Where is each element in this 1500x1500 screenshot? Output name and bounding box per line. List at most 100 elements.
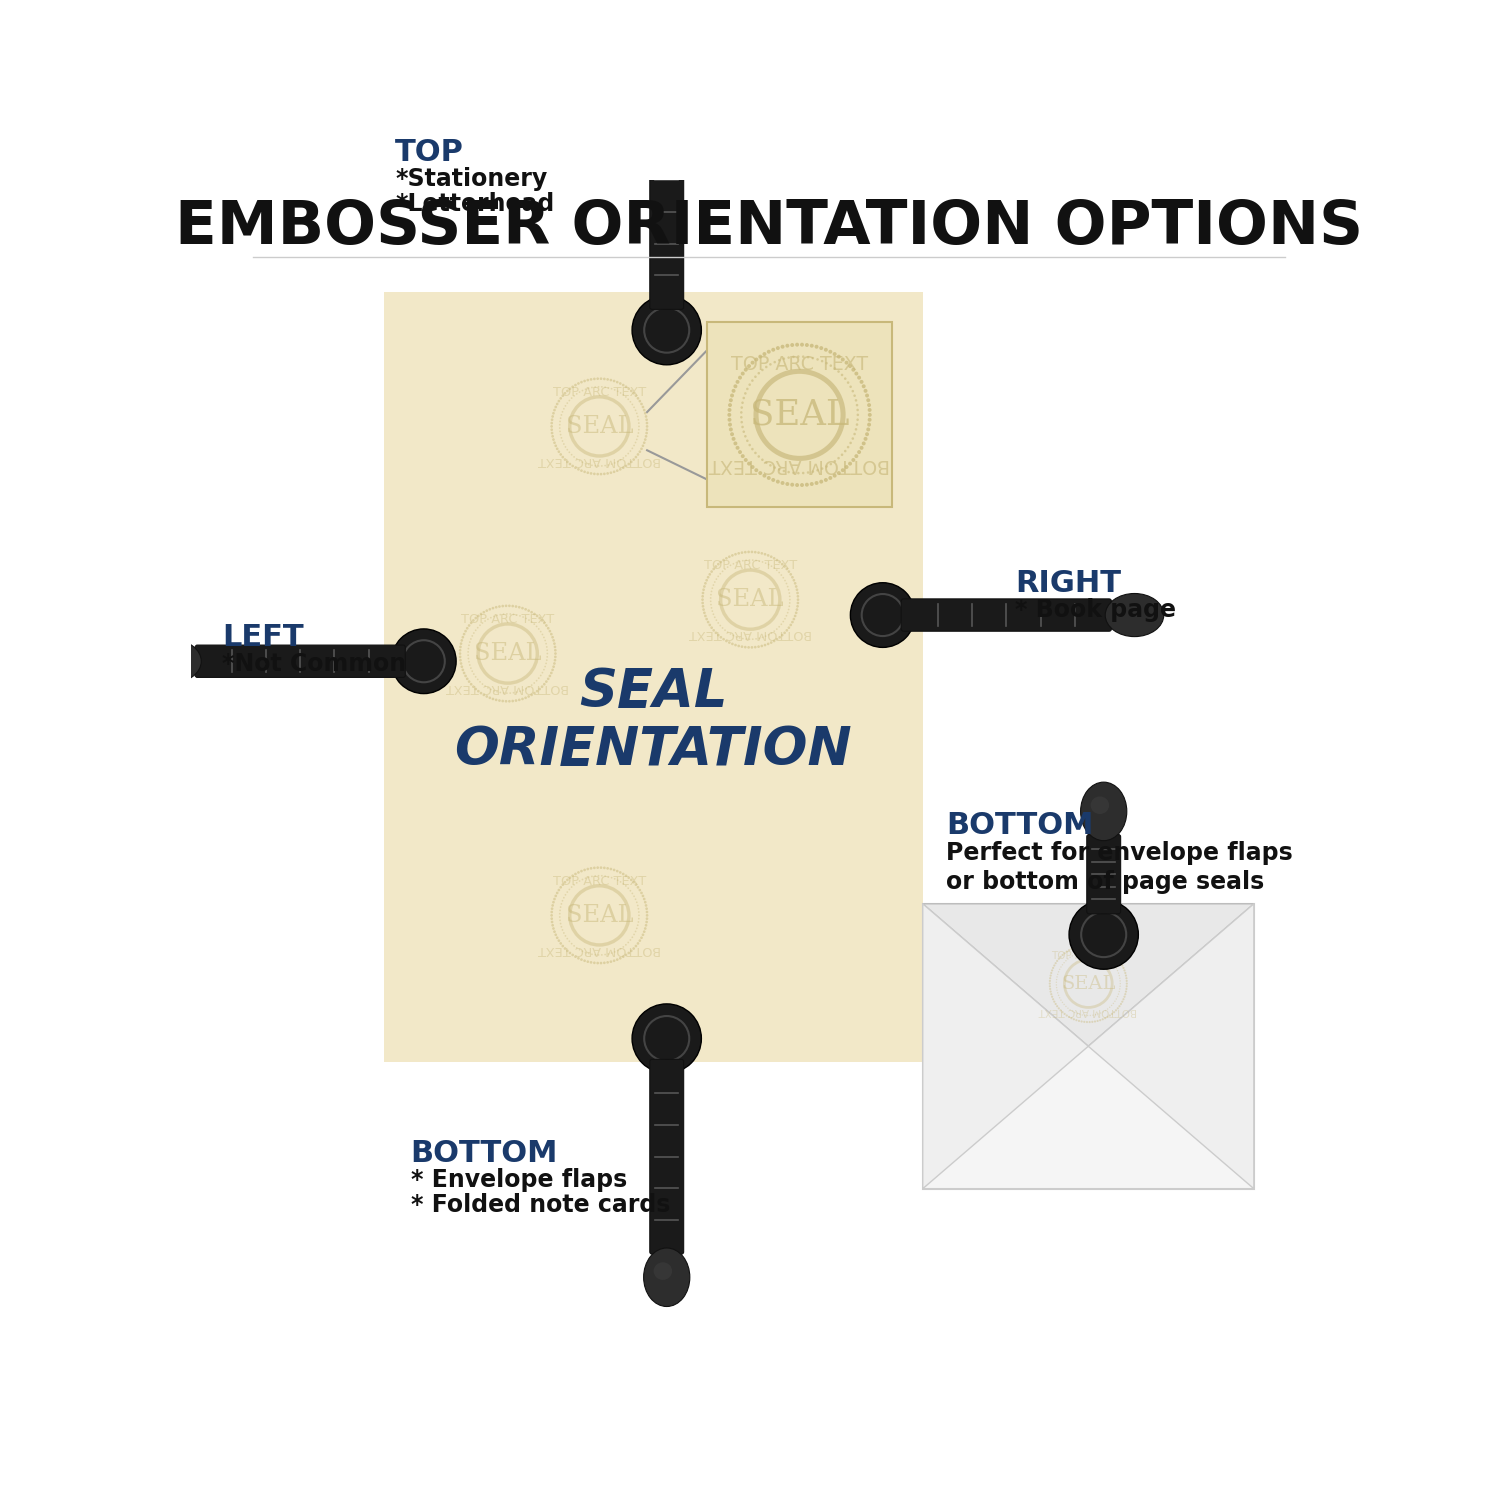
Circle shape	[476, 630, 477, 632]
Circle shape	[728, 555, 730, 558]
Circle shape	[468, 645, 470, 646]
Circle shape	[477, 678, 478, 681]
Circle shape	[1048, 988, 1052, 990]
Circle shape	[747, 364, 752, 368]
Circle shape	[582, 390, 584, 392]
Circle shape	[742, 560, 744, 561]
Circle shape	[470, 664, 471, 666]
Circle shape	[634, 410, 636, 411]
Circle shape	[566, 460, 568, 464]
Circle shape	[534, 622, 536, 626]
Circle shape	[1083, 944, 1086, 946]
Circle shape	[717, 622, 718, 624]
Circle shape	[462, 636, 464, 639]
Circle shape	[578, 871, 580, 874]
Circle shape	[632, 892, 633, 894]
Circle shape	[780, 574, 782, 576]
Circle shape	[483, 693, 484, 696]
Text: BOTTOM ARC TEXT: BOTTOM ARC TEXT	[710, 454, 890, 474]
Circle shape	[1120, 964, 1124, 966]
Circle shape	[616, 958, 618, 962]
Circle shape	[1050, 990, 1052, 993]
Circle shape	[620, 392, 621, 394]
Circle shape	[630, 879, 633, 880]
Circle shape	[742, 638, 744, 639]
Circle shape	[597, 386, 600, 387]
Circle shape	[558, 400, 560, 402]
Circle shape	[532, 612, 536, 615]
Circle shape	[645, 904, 648, 908]
Circle shape	[459, 645, 462, 648]
Circle shape	[1052, 969, 1053, 972]
Circle shape	[741, 372, 744, 375]
Text: BOTTOM: BOTTOM	[411, 1138, 558, 1167]
Circle shape	[597, 954, 600, 956]
Circle shape	[585, 878, 586, 879]
Circle shape	[630, 890, 632, 891]
Circle shape	[828, 476, 833, 480]
Circle shape	[1125, 982, 1128, 984]
Circle shape	[552, 435, 554, 438]
Circle shape	[1059, 1010, 1062, 1011]
Circle shape	[816, 358, 819, 360]
Circle shape	[566, 879, 568, 880]
Ellipse shape	[644, 1248, 690, 1306]
Circle shape	[1094, 945, 1096, 946]
Circle shape	[560, 417, 561, 419]
Circle shape	[744, 368, 747, 372]
Circle shape	[477, 690, 480, 693]
Circle shape	[1071, 1017, 1072, 1020]
Circle shape	[509, 604, 510, 608]
Circle shape	[752, 380, 753, 382]
Circle shape	[1072, 946, 1076, 950]
Text: *Letterhead: *Letterhead	[396, 192, 555, 216]
Circle shape	[705, 579, 708, 582]
Circle shape	[482, 682, 483, 686]
Circle shape	[480, 692, 483, 694]
Circle shape	[760, 459, 764, 460]
Circle shape	[636, 886, 639, 888]
Circle shape	[754, 560, 758, 561]
Circle shape	[744, 646, 747, 648]
Circle shape	[716, 620, 717, 621]
Circle shape	[468, 654, 470, 656]
Circle shape	[700, 598, 703, 602]
Circle shape	[584, 868, 586, 871]
Circle shape	[519, 615, 520, 616]
Circle shape	[645, 921, 648, 924]
Circle shape	[474, 616, 477, 620]
Circle shape	[760, 369, 764, 370]
Circle shape	[561, 436, 562, 438]
Circle shape	[776, 480, 780, 483]
Circle shape	[525, 608, 526, 610]
Circle shape	[744, 435, 747, 438]
Circle shape	[762, 636, 764, 638]
Circle shape	[1122, 968, 1125, 969]
Circle shape	[506, 693, 509, 694]
Circle shape	[506, 614, 509, 615]
Circle shape	[1096, 945, 1098, 948]
Text: TOP ARC TEXT: TOP ARC TEXT	[730, 356, 868, 375]
Circle shape	[550, 914, 554, 916]
Circle shape	[550, 910, 554, 914]
Circle shape	[752, 560, 753, 561]
Circle shape	[819, 346, 824, 350]
Circle shape	[771, 566, 772, 567]
Circle shape	[552, 413, 555, 414]
Circle shape	[702, 591, 705, 594]
Circle shape	[783, 470, 784, 472]
Circle shape	[1089, 944, 1090, 946]
Circle shape	[472, 620, 474, 621]
Circle shape	[632, 447, 633, 448]
Circle shape	[544, 681, 548, 682]
Circle shape	[588, 387, 590, 388]
Circle shape	[710, 594, 712, 596]
Circle shape	[540, 675, 542, 676]
Ellipse shape	[654, 76, 672, 94]
Circle shape	[849, 386, 852, 388]
Circle shape	[561, 456, 564, 459]
Circle shape	[765, 636, 766, 638]
Circle shape	[774, 466, 776, 470]
Circle shape	[638, 429, 639, 430]
Circle shape	[788, 585, 789, 588]
